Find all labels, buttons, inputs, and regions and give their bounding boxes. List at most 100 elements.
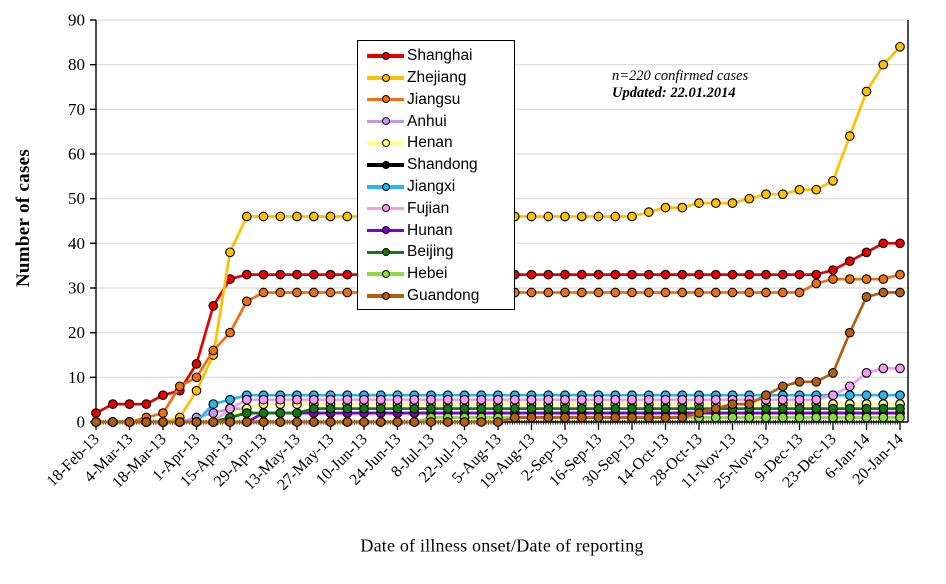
- data-point: [476, 394, 487, 405]
- data-point: [794, 403, 805, 414]
- data-point: [677, 269, 688, 280]
- data-point: [627, 269, 637, 280]
- legend-item-anhui: Anhui: [367, 110, 514, 132]
- data-point: [777, 412, 788, 423]
- data-point: [292, 408, 302, 418]
- data-point: [258, 408, 269, 418]
- legend-item-zhejiang: Zhejiang: [367, 67, 514, 89]
- data-point: [828, 390, 838, 401]
- data-point: [844, 412, 855, 423]
- data-point: [895, 390, 905, 401]
- data-point: [258, 417, 269, 427]
- data-point: [643, 207, 654, 217]
- data-point: [878, 238, 889, 249]
- data-point: [576, 412, 587, 423]
- legend-marker-icon: [367, 224, 404, 236]
- data-point: [643, 287, 654, 298]
- data-point: [643, 269, 654, 280]
- data-point: [694, 287, 704, 298]
- data-point: [308, 211, 319, 222]
- data-point: [777, 287, 788, 298]
- data-point: [493, 417, 503, 427]
- data-point: [710, 198, 721, 208]
- data-point: [275, 408, 286, 418]
- data-point: [543, 403, 554, 414]
- data-point: [141, 417, 152, 427]
- data-point: [861, 368, 872, 378]
- data-point: [660, 269, 671, 280]
- data-point: [560, 211, 570, 222]
- data-point: [258, 269, 269, 280]
- data-point: [895, 412, 905, 423]
- data-point: [895, 287, 905, 298]
- data-point: [627, 211, 637, 222]
- data-point: [861, 390, 872, 401]
- data-point: [710, 269, 721, 280]
- data-point: [643, 412, 654, 423]
- data-point: [292, 287, 302, 298]
- data-point: [493, 394, 503, 405]
- data-point: [342, 269, 353, 280]
- data-point: [275, 417, 286, 427]
- data-point: [409, 394, 420, 405]
- legend-item-hunan: Hunan: [367, 219, 514, 241]
- data-point: [560, 412, 570, 423]
- data-point: [694, 269, 704, 280]
- data-point: [476, 403, 487, 414]
- data-point: [543, 211, 554, 222]
- data-point: [878, 403, 889, 414]
- data-point: [543, 269, 554, 280]
- data-point: [660, 202, 671, 213]
- data-point: [828, 265, 838, 275]
- data-point: [744, 193, 755, 204]
- legend-item-beijing: Beijing: [367, 241, 514, 263]
- data-point: [811, 278, 822, 289]
- data-point: [359, 403, 369, 414]
- legend-item-shandong: Shandong: [367, 154, 514, 176]
- data-point: [777, 189, 788, 200]
- data-point: [627, 287, 637, 298]
- data-point: [576, 287, 587, 298]
- legend-label: Hunan: [407, 221, 453, 239]
- data-point: [576, 269, 587, 280]
- data-point: [225, 403, 235, 414]
- data-point: [258, 287, 269, 298]
- data-point: [610, 412, 621, 423]
- data-point: [107, 417, 118, 427]
- data-point: [727, 269, 738, 280]
- data-point: [225, 247, 235, 258]
- data-point: [493, 403, 503, 414]
- data-point: [878, 390, 889, 401]
- data-point: [844, 256, 855, 267]
- data-point: [174, 417, 185, 427]
- data-point: [91, 417, 101, 427]
- y-tick-label: 50: [68, 189, 85, 208]
- data-point: [794, 287, 805, 298]
- data-point: [844, 390, 855, 401]
- data-point: [677, 394, 688, 405]
- data-point: [627, 412, 637, 423]
- legend-item-jiangxi: Jiangxi: [367, 176, 514, 198]
- data-point: [124, 399, 135, 409]
- data-point: [476, 417, 487, 427]
- annotation-cases-count: n=220 confirmed cases: [612, 68, 749, 84]
- data-point: [895, 403, 905, 414]
- data-point: [426, 417, 436, 427]
- data-point: [258, 394, 269, 405]
- legend-item-henan: Henan: [367, 132, 514, 154]
- data-point: [509, 412, 520, 423]
- data-point: [844, 381, 855, 392]
- data-point: [292, 394, 302, 405]
- data-point: [895, 41, 905, 52]
- data-point: [761, 269, 771, 280]
- data-point: [308, 394, 319, 405]
- data-point: [744, 269, 755, 280]
- legend-label: Shandong: [407, 156, 478, 174]
- data-point: [727, 198, 738, 208]
- data-point: [727, 399, 738, 409]
- data-point: [761, 287, 771, 298]
- legend-marker-icon: [367, 290, 404, 302]
- data-point: [744, 287, 755, 298]
